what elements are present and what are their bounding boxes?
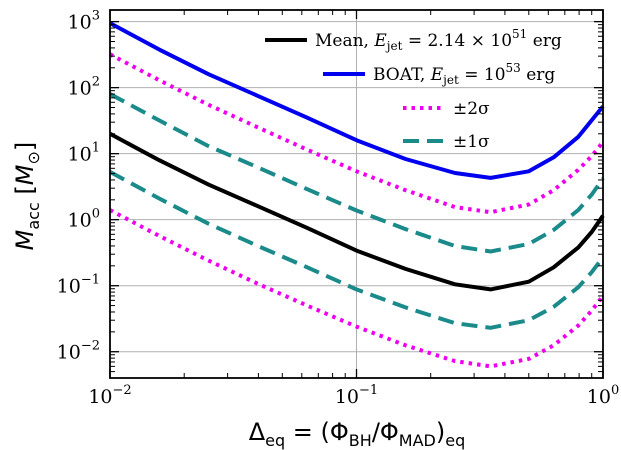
legend-label-mean: Mean, Ejet = 2.14 × 1051 erg <box>315 27 562 53</box>
y-tick-label: 100 <box>68 207 100 232</box>
series-plus1sigma-line <box>109 92 605 254</box>
x-tick-label: 10−2 <box>88 383 131 408</box>
x-tick-label: 10−1 <box>335 383 378 408</box>
series-plus2sigma-line <box>109 52 605 215</box>
x-tick-label: 100 <box>587 383 619 408</box>
series-boat-line <box>109 21 605 180</box>
series-minus1sigma-line <box>109 170 605 330</box>
series-mean-line <box>109 132 605 292</box>
y-axis-label: Macc [M⊙] <box>11 142 43 251</box>
legend: Mean, Ejet = 2.14 × 1051 erg BOAT, Ejet =… <box>265 27 562 152</box>
legend-label-2sigma: ±2σ <box>453 99 490 119</box>
y-tick-label: 10−2 <box>57 339 100 364</box>
y-tick-label: 101 <box>68 141 100 166</box>
legend-label-boat: BOAT, Ejet = 1053 erg <box>373 61 555 87</box>
legend-label-1sigma: ±1σ <box>453 132 490 152</box>
x-axis-label: Δeq = (ΦBH/ΦMAD)eq <box>249 418 466 450</box>
y-tick-label: 102 <box>68 75 100 100</box>
series-minus2sigma-line <box>109 208 605 369</box>
ticks: 10−2 10−1 100 10−2 10−1 100 101 102 103 <box>57 9 620 408</box>
series-group <box>109 21 605 369</box>
y-tick-label: 10−1 <box>57 273 100 298</box>
y-tick-label: 103 <box>68 9 100 34</box>
